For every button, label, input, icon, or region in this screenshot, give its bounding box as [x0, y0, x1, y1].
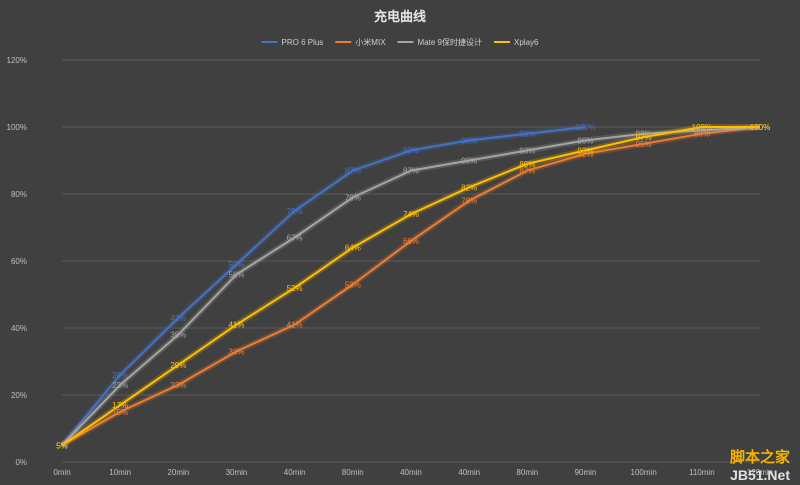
- watermark-bottom: JB51.Net: [730, 467, 790, 483]
- x-tick-label: 40min: [284, 468, 306, 477]
- y-tick-label: 100%: [7, 123, 27, 132]
- x-tick-label: 90min: [575, 468, 597, 477]
- legend-item: 小米MIX: [335, 37, 386, 47]
- x-tick-label: 120min: [747, 468, 773, 477]
- data-label: 5%: [56, 441, 68, 450]
- series-line: [61, 126, 761, 447]
- data-label: 64%: [345, 244, 361, 253]
- legend-label: 小米MIX: [355, 37, 386, 47]
- data-label: 96%: [461, 136, 477, 145]
- data-label: 17%: [112, 401, 128, 410]
- y-axis-ticks: 0% 20% 40% 60% 80% 100% 120%: [7, 56, 27, 467]
- data-label: 90%: [461, 157, 477, 166]
- data-label: 100%: [750, 123, 770, 132]
- x-axis-ticks: 0min 10min 20min 30min 40min 80min 40min 40min 8…: [53, 468, 773, 477]
- legend-label: Mate 9保时捷设计: [418, 37, 482, 47]
- data-label: 100%: [692, 123, 712, 132]
- data-label: 78%: [461, 197, 477, 206]
- data-label: 75%: [287, 207, 303, 216]
- data-label: 97%: [636, 133, 652, 142]
- data-label: 38%: [170, 331, 186, 340]
- data-label: 92%: [577, 150, 593, 159]
- data-label: 29%: [170, 361, 186, 370]
- y-tick-label: 60%: [11, 257, 27, 266]
- y-tick-label: 80%: [11, 190, 27, 199]
- data-label: 41%: [287, 321, 303, 330]
- data-label: 100%: [750, 123, 770, 132]
- data-label: 89%: [519, 160, 535, 169]
- chart-title: 充电曲线: [374, 9, 426, 24]
- data-label: 93%: [519, 146, 535, 155]
- data-label: 93%: [577, 146, 593, 155]
- data-labels: 5%26%43%59%75%87%93%96%98%100%5%15%23%33…: [56, 123, 770, 450]
- data-label: 98%: [636, 130, 652, 139]
- x-tick-label: 110min: [689, 468, 715, 477]
- data-label: 41%: [228, 321, 244, 330]
- data-label: 93%: [403, 146, 419, 155]
- legend-item: PRO 6 Plus: [261, 38, 324, 47]
- x-tick-label: 40min: [458, 468, 480, 477]
- legend-label: PRO 6 Plus: [282, 38, 324, 47]
- data-label: 23%: [170, 381, 186, 390]
- data-label: 100%: [575, 123, 595, 132]
- x-tick-label: 100min: [631, 468, 657, 477]
- x-tick-label: 0min: [53, 468, 70, 477]
- data-label: 98%: [694, 130, 710, 139]
- legend-item: Mate 9保时捷设计: [397, 37, 482, 47]
- legend-label: Xplay6: [514, 38, 539, 47]
- series-line: [61, 126, 761, 446]
- x-tick-label: 80min: [342, 468, 364, 477]
- data-label: 67%: [287, 234, 303, 243]
- watermark-top: 脚本之家: [730, 448, 790, 466]
- data-label: 100%: [750, 123, 770, 132]
- data-label: 52%: [287, 284, 303, 293]
- data-label: 95%: [636, 140, 652, 149]
- x-tick-label: 30min: [226, 468, 248, 477]
- watermark-logo: 脚本之家 JB51.Net: [730, 448, 790, 483]
- data-label: 43%: [170, 314, 186, 323]
- data-label: 5%: [56, 441, 68, 450]
- data-label: 53%: [345, 280, 361, 289]
- series-line: [61, 126, 586, 446]
- series-lines: [59, 124, 761, 448]
- data-label: 96%: [577, 136, 593, 145]
- legend: PRO 6 Plus 小米MIX Mate 9保时捷设计 Xplay6: [261, 37, 539, 47]
- x-tick-label: 80min: [516, 468, 538, 477]
- gridlines: [62, 59, 760, 463]
- legend-item: Xplay6: [494, 38, 539, 47]
- x-tick-label: 40min: [400, 468, 422, 477]
- data-label: 87%: [403, 167, 419, 176]
- data-label: 23%: [112, 381, 128, 390]
- data-label: 79%: [345, 193, 361, 202]
- data-label: 5%: [56, 441, 68, 450]
- data-label: 5%: [56, 441, 68, 450]
- x-tick-label: 20min: [167, 468, 189, 477]
- x-tick-label: 10min: [109, 468, 131, 477]
- data-label: 26%: [112, 371, 128, 380]
- data-label: 56%: [228, 270, 244, 279]
- data-label: 74%: [403, 210, 419, 219]
- y-tick-label: 0%: [15, 458, 27, 467]
- data-label: 82%: [461, 183, 477, 192]
- y-tick-label: 20%: [11, 391, 27, 400]
- data-label: 15%: [112, 408, 128, 417]
- data-label: 59%: [228, 260, 244, 269]
- data-label: 87%: [345, 167, 361, 176]
- data-label: 98%: [519, 130, 535, 139]
- y-tick-label: 40%: [11, 324, 27, 333]
- data-label: 99%: [694, 126, 710, 135]
- data-label: 33%: [228, 347, 244, 356]
- series-line: [61, 126, 760, 447]
- data-label: 87%: [519, 167, 535, 176]
- data-label: 66%: [403, 237, 419, 246]
- y-tick-label: 120%: [7, 56, 27, 65]
